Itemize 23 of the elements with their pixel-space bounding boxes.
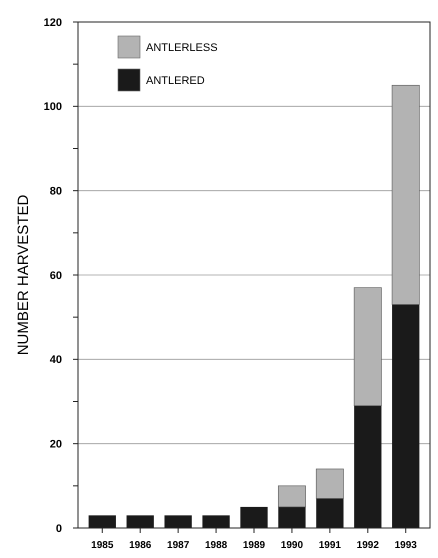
x-tick-label: 1990 xyxy=(280,540,304,551)
bar xyxy=(316,468,344,499)
bar xyxy=(392,84,420,305)
x-tick-label: 1991 xyxy=(318,540,342,551)
y-tick-label: 60 xyxy=(50,270,62,282)
y-tick-label: 40 xyxy=(50,354,62,366)
x-tick-label: 1985 xyxy=(91,540,114,551)
y-tick-label: 80 xyxy=(50,186,62,198)
x-tick-label: 1989 xyxy=(242,540,266,551)
y-tick-label: 20 xyxy=(50,438,62,451)
y-tick-label: 100 xyxy=(44,101,62,114)
x-tick-label: 1992 xyxy=(356,540,380,551)
legend-label: ANTLERED xyxy=(146,74,205,87)
x-tick-label: 1988 xyxy=(204,540,228,551)
bar xyxy=(354,287,382,406)
y-axis-title: NUMBER HARVESTED xyxy=(15,194,32,356)
x-tick-label: 1993 xyxy=(394,540,418,551)
bar xyxy=(278,486,306,508)
x-tick-label: 1986 xyxy=(129,540,152,551)
legend-label: ANTLERLESS xyxy=(146,42,218,54)
x-tick-label: 1987 xyxy=(167,540,190,551)
y-tick-label: 120 xyxy=(44,16,62,29)
y-tick-label: 0 xyxy=(56,522,62,535)
